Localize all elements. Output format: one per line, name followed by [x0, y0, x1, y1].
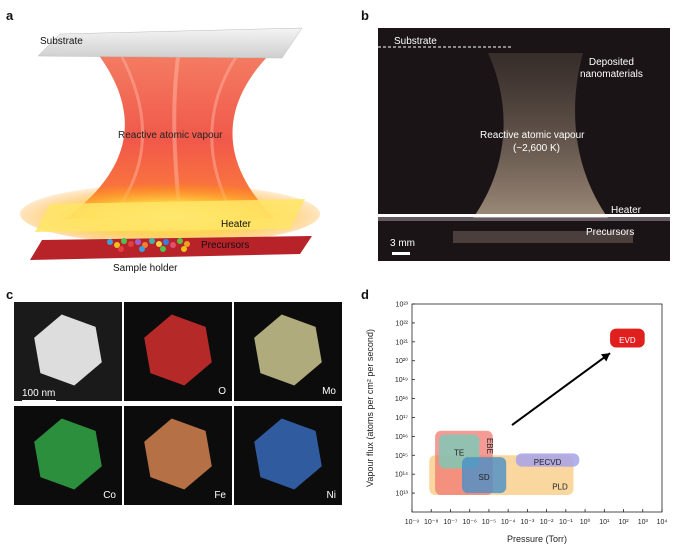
x-tick-label: 10⁰	[580, 518, 591, 526]
y-tick-label: 10²⁰	[395, 357, 408, 365]
particle-hexagon	[144, 418, 212, 490]
panel-letter-c: c	[6, 287, 14, 302]
label-precursors-a: Precursors	[201, 240, 250, 251]
region-label-pecvd: PECVD	[534, 458, 562, 467]
particle-hexagon	[34, 314, 102, 386]
label-substrate-a: Substrate	[40, 36, 83, 47]
region-label-te: TE	[454, 448, 464, 457]
plot-frame	[411, 303, 663, 513]
element-label: Ni	[326, 490, 336, 501]
label-vapour-a: Reactive atomic vapour	[118, 130, 223, 141]
panel-letter-d: d	[361, 287, 369, 302]
panel-letter-a: a	[6, 8, 14, 23]
edx-map-tile-haadf	[14, 302, 122, 401]
x-tick-label: 10²	[618, 519, 629, 526]
x-tick-label: 10⁻⁵	[482, 519, 496, 526]
edx-map-tile-mo: Mo	[234, 302, 342, 401]
x-tick-label: 10⁻²	[540, 519, 554, 526]
x-tick-label: 10⁻⁸	[424, 519, 438, 526]
vapour-schematic	[20, 27, 320, 260]
edx-map-tile-fe: Fe	[124, 406, 232, 505]
edx-map-tile-co: Co	[14, 406, 122, 505]
label-heater-a: Heater	[221, 219, 252, 230]
label-holder-a: Sample holder	[113, 263, 178, 274]
y-axis-label: Vapour flux (atoms per cm² per second)	[365, 329, 375, 487]
region-evd	[610, 328, 645, 348]
y-tick-label: 10¹³	[396, 491, 409, 498]
x-tick-label: 10⁻⁹	[405, 519, 419, 526]
particle-hexagon	[254, 418, 322, 490]
x-tick-label: 10⁻⁶	[463, 519, 477, 526]
label-heater-b: Heater	[611, 205, 642, 216]
x-tick-label: 10⁻¹	[559, 519, 573, 526]
edx-map-tile-o: O	[124, 302, 232, 401]
x-tick-label: 10⁴	[657, 519, 668, 526]
x-tick-label: 10⁻⁴	[501, 519, 515, 526]
scale-bar-line-c	[22, 400, 56, 403]
scale-bar-c: 100 nm	[22, 388, 56, 399]
region-label-ebe: EBE	[485, 438, 494, 454]
scale-bar-b: 3 mm	[390, 238, 415, 249]
particle-hexagon	[144, 314, 212, 386]
particle-hexagon	[34, 418, 102, 490]
y-tick-label: 10¹⁶	[395, 434, 408, 441]
y-tick-label: 10¹⁸	[395, 396, 408, 403]
trend-arrow	[511, 352, 611, 426]
y-tick-label: 10¹⁷	[395, 415, 408, 422]
label-precursors-b: Precursors	[586, 227, 635, 238]
label-vapour-b: Reactive atomic vapour	[480, 130, 585, 141]
particle-hexagon	[254, 314, 322, 386]
vapour-column	[65, 44, 280, 219]
x-tick-label: 10⁻³	[520, 519, 534, 526]
label-substrate-b: Substrate	[394, 36, 437, 47]
region-label-evd: EVD	[619, 336, 636, 345]
region-label-pld: PLD	[552, 482, 568, 491]
y-tick-label: 10¹⁵	[395, 453, 408, 460]
edx-map-tile-ni: Ni	[234, 406, 342, 505]
region-pecvd	[515, 453, 580, 467]
sample-holder	[30, 236, 312, 260]
element-label: O	[218, 386, 226, 397]
y-tick-label: 10²³	[396, 302, 409, 309]
y-tick-label: 10²²	[396, 320, 409, 327]
region-sd	[462, 457, 507, 494]
element-label: Mo	[322, 386, 336, 397]
x-axis-label: Pressure (Torr)	[507, 534, 567, 544]
label-deposited-b: Deposited nanomaterials	[580, 57, 643, 80]
flux-pressure-chart: 10⁻⁹ 10⁻⁸ 10⁻⁷ 10⁻⁶ 10⁻⁵ 10⁻⁴ 10⁻³ 10⁻² 10⁻¹ 10⁰ 1…	[365, 302, 668, 545]
x-tick-label: 10¹	[599, 519, 610, 526]
substrate-plate	[37, 27, 303, 59]
element-label: Fe	[214, 490, 226, 501]
trend-arrow-head	[600, 353, 611, 362]
y-tick-label: 10²¹	[396, 339, 409, 346]
x-tick-label: 10³	[638, 519, 649, 526]
element-label: Co	[103, 490, 116, 501]
panel-letter-b: b	[361, 8, 369, 23]
precursor-particles	[107, 238, 190, 252]
label-temperature-b: (~2,600 K)	[513, 143, 560, 154]
y-tick-label: 10¹⁹	[395, 377, 408, 384]
vapour-photo	[378, 28, 670, 261]
heater-plate	[35, 199, 305, 232]
y-tick-label: 10¹⁴	[395, 472, 408, 479]
region-label-sd: SD	[479, 473, 490, 482]
x-tick-label: 10⁻⁷	[443, 519, 457, 526]
